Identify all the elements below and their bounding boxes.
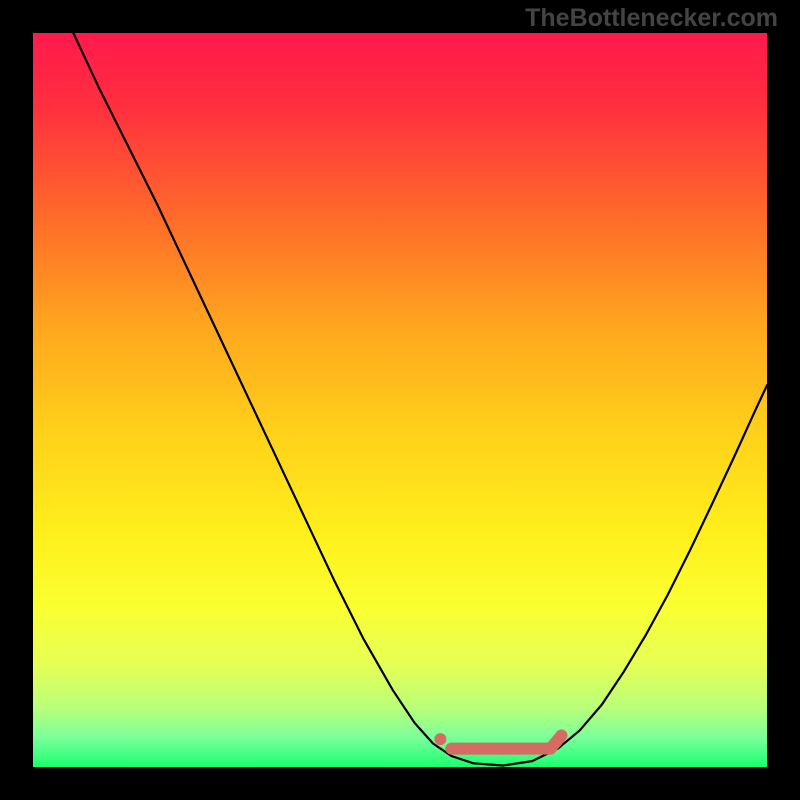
plot-area — [33, 33, 767, 767]
chart-background-gradient — [33, 33, 767, 767]
watermark-text: TheBottlenecker.com — [525, 4, 778, 33]
bottleneck-chart: TheBottlenecker.com — [0, 0, 800, 800]
